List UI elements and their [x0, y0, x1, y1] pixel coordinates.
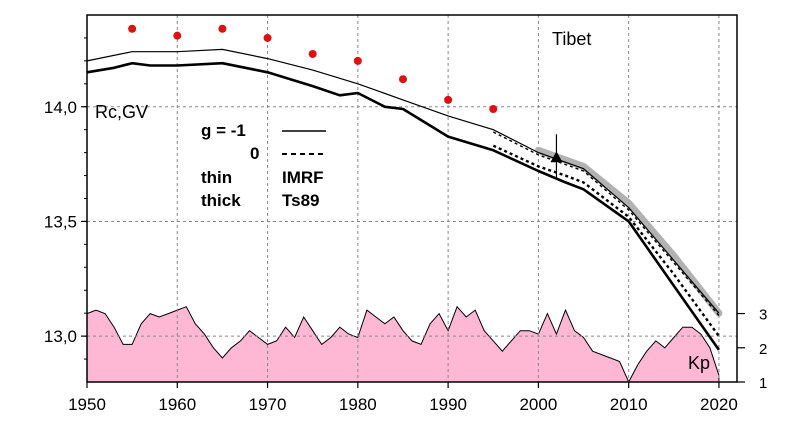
series-line-thin-dashed	[492, 131, 720, 316]
x-tick-label: 1960	[158, 395, 196, 414]
legend-thin-model: IMRF	[282, 168, 324, 187]
y-tick-label: 13,0	[44, 327, 77, 346]
data-point-dot	[128, 24, 137, 33]
kp-tick-label: 1	[759, 375, 767, 392]
series-line-grey-band	[534, 146, 723, 317]
data-point-dot	[218, 24, 227, 33]
y-axis-label: Rc,GV	[95, 102, 148, 122]
data-point-dot	[489, 105, 498, 114]
y-tick-label: 13,5	[44, 212, 77, 231]
x-tick-label: 2000	[519, 395, 557, 414]
series-line-thick-solid	[86, 61, 720, 351]
dots-layer	[128, 24, 498, 114]
legend: g = -1 0 thin IMRF thick Ts89	[201, 121, 326, 210]
legend-thin-label: thin	[201, 168, 232, 187]
legend-g-value-0: 0	[250, 144, 259, 163]
data-point-dot	[308, 49, 317, 58]
grid-layer	[87, 15, 737, 382]
x-tick-label: 1970	[249, 395, 287, 414]
series-layer	[86, 48, 720, 351]
kp-label: Kp	[688, 353, 710, 373]
kp-tick-label: 2	[759, 341, 767, 358]
data-point-dot	[444, 95, 453, 104]
grey-band-layer	[534, 146, 723, 317]
series-line-thick-dashed	[492, 144, 720, 337]
chart-title: Tibet	[552, 29, 591, 49]
marker-triangle	[550, 151, 563, 163]
legend-thick-label: thick	[201, 191, 241, 210]
x-tick-label: 2020	[700, 395, 738, 414]
data-point-dot	[263, 33, 272, 42]
x-tick-label: 1950	[68, 395, 106, 414]
data-point-dot	[398, 75, 407, 84]
series-line-thin-solid	[86, 48, 720, 314]
x-tick-label: 2010	[610, 395, 648, 414]
legend-thick-model: Ts89	[282, 191, 320, 210]
data-point-dot	[173, 31, 182, 40]
data-point-dot	[353, 56, 362, 65]
x-tick-label: 1980	[339, 395, 377, 414]
marker-layer	[550, 134, 563, 178]
kp-tick-label: 3	[759, 307, 767, 324]
y-tick-label: 14,0	[44, 98, 77, 117]
legend-g-label: g = -1	[201, 121, 246, 140]
x-tick-label: 1990	[429, 395, 467, 414]
tick-layer: 1950 1960 1970 1980 1990 2000 2010 2020 13,0 13,5…	[44, 37, 767, 414]
